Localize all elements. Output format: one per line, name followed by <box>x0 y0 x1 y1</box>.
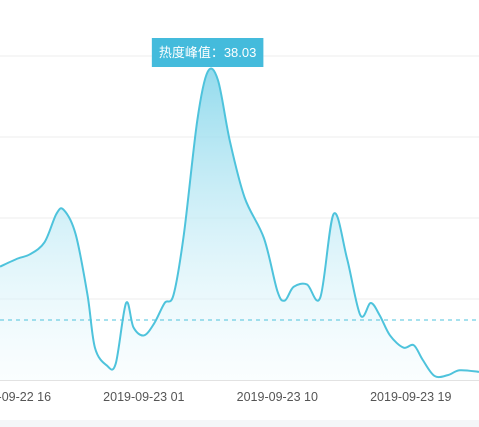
series-line <box>0 67 479 379</box>
bottom-strip <box>0 420 479 427</box>
x-tick-label: 2019-09-23 19 <box>370 390 451 404</box>
peak-label-box <box>151 38 264 67</box>
series-area <box>0 68 479 380</box>
area-fill <box>0 68 479 380</box>
peak-label: 热度峰值：38.03 <box>151 38 264 67</box>
x-tick-label: 2019-09-22 16 <box>0 390 51 404</box>
x-tick-label: 2019-09-23 10 <box>237 390 318 404</box>
peak-label-text: 热度峰值：38.03 <box>159 45 257 60</box>
x-tick-label: 2019-09-23 01 <box>103 390 184 404</box>
x-axis: 2019-09-22 16 2019-09-23 01 2019-09-23 10 2… <box>0 380 479 427</box>
trend-line <box>0 67 479 379</box>
